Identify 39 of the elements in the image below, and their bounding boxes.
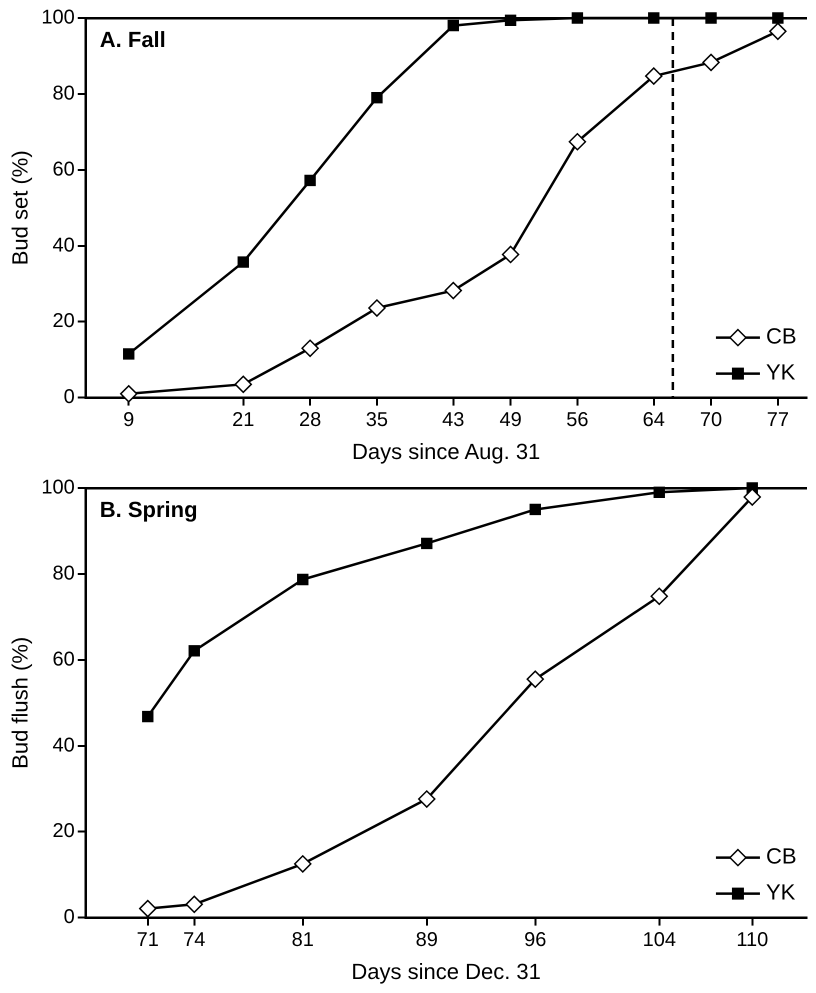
y-tick-label: 40 — [52, 734, 75, 756]
y-axis-title: Bud flush (%) — [7, 636, 32, 769]
y-tick-label: 0 — [64, 386, 75, 408]
x-tick-label: 43 — [442, 409, 464, 432]
legend-label: CB — [766, 844, 796, 869]
x-tick-label: 71 — [136, 929, 159, 952]
y-tick-label: 80 — [52, 562, 75, 584]
x-tick-label: 70 — [700, 409, 722, 432]
y-tick-label: 20 — [52, 820, 75, 842]
y-tick-label: 20 — [52, 310, 75, 332]
x-axis-title: Days since Dec. 31 — [351, 958, 541, 984]
x-tick-label: 9 — [123, 409, 134, 432]
x-tick-label: 89 — [416, 929, 438, 952]
y-axis-title: Bud set (%) — [7, 150, 32, 266]
y-tick-label: 100 — [41, 476, 75, 499]
y-tick-label: 0 — [64, 906, 75, 928]
chart-title: A. Fall — [100, 27, 166, 52]
x-tick-label: 110 — [736, 929, 768, 952]
y-tick-label: 40 — [52, 234, 75, 256]
x-tick-label: 21 — [232, 409, 254, 432]
x-tick-label: 64 — [642, 409, 665, 432]
x-tick-label: 74 — [183, 929, 206, 952]
x-tick-label: 56 — [566, 409, 589, 432]
legend-label: CB — [766, 324, 796, 349]
y-tick-label: 100 — [41, 6, 75, 29]
x-tick-label: 28 — [298, 409, 322, 432]
legend-label: YK — [766, 360, 796, 385]
x-axis-title: Days since Aug. 31 — [352, 438, 540, 464]
x-tick-label: 49 — [499, 409, 522, 432]
x-tick-label: 81 — [292, 929, 314, 952]
y-tick-label: 60 — [52, 648, 75, 670]
x-tick-label: 104 — [642, 929, 676, 952]
y-tick-label: 80 — [52, 82, 75, 104]
chart-title: B. Spring — [100, 497, 198, 522]
x-tick-label: 96 — [524, 929, 546, 952]
x-tick-label: 35 — [366, 409, 388, 432]
y-tick-label: 60 — [52, 158, 75, 180]
x-tick-label: 77 — [766, 409, 789, 432]
legend-label: YK — [766, 880, 796, 905]
